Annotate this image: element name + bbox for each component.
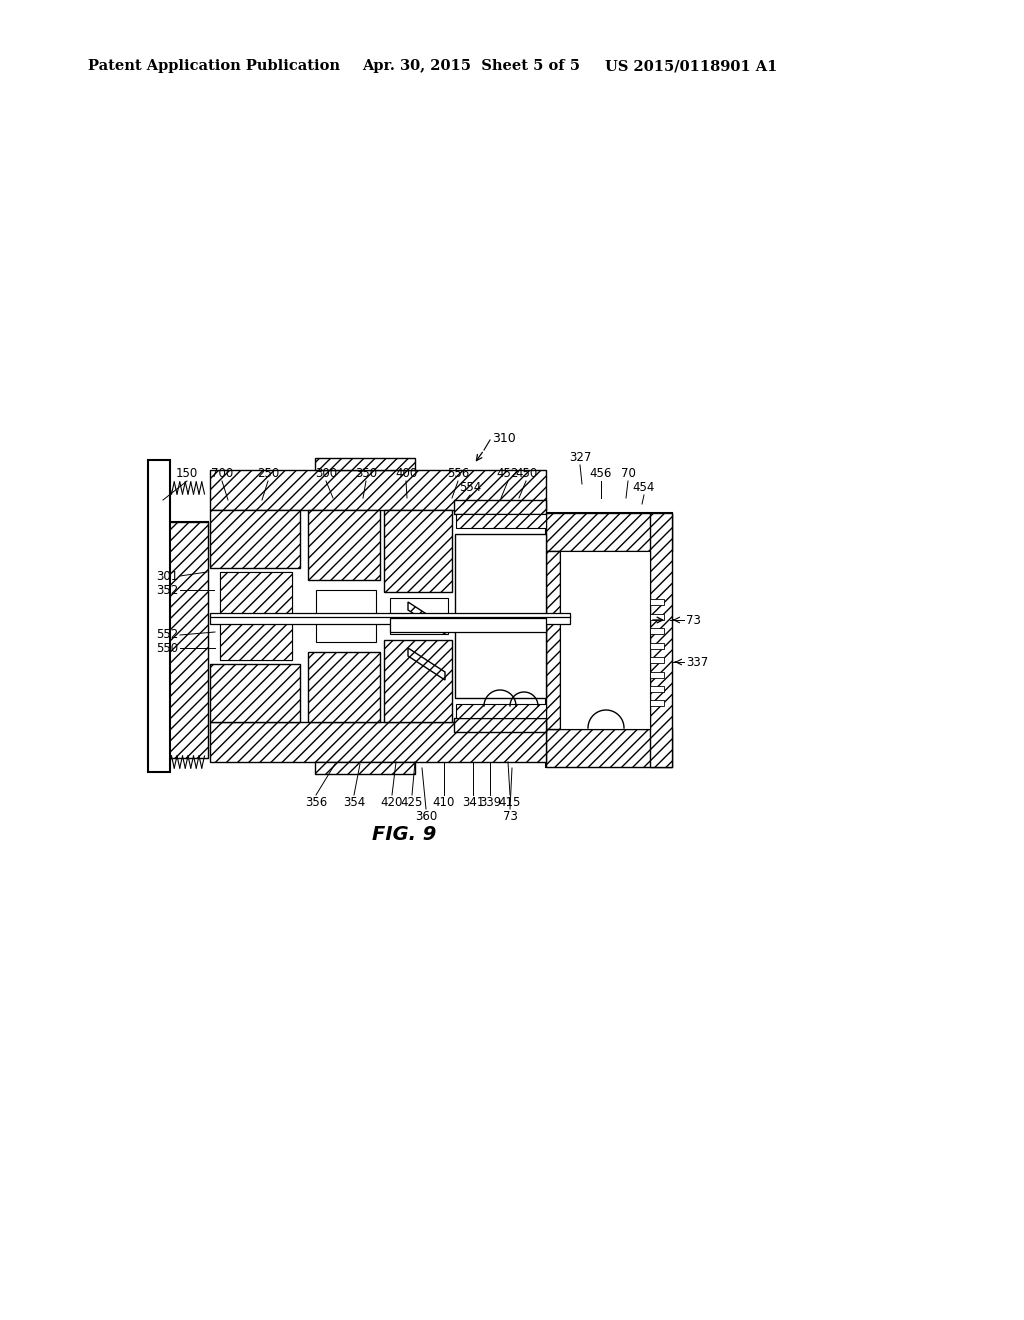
Bar [650, 700, 664, 706]
Text: 550: 550 [156, 642, 178, 655]
Bar [210, 616, 570, 624]
Text: 420: 420 [381, 796, 403, 809]
Text: 73: 73 [503, 810, 517, 822]
Bar [455, 535, 546, 698]
Bar [384, 640, 452, 722]
Bar [210, 510, 300, 568]
Text: 310: 310 [492, 432, 516, 445]
Bar [148, 521, 208, 758]
Bar [220, 620, 292, 660]
Text: 700: 700 [211, 467, 233, 480]
Bar [650, 599, 664, 605]
Text: 454: 454 [633, 480, 655, 494]
Text: FIG. 9: FIG. 9 [372, 825, 436, 843]
Bar [210, 612, 570, 616]
Text: Patent Application Publication: Patent Application Publication [88, 59, 340, 73]
Bar [148, 459, 170, 772]
Text: 339: 339 [479, 796, 501, 809]
Bar [308, 510, 380, 579]
Bar [454, 718, 546, 733]
Text: 327: 327 [568, 451, 591, 465]
Text: 70: 70 [621, 467, 636, 480]
Text: 450: 450 [515, 467, 538, 480]
Bar [210, 722, 546, 762]
Text: 452: 452 [497, 467, 519, 480]
Bar [454, 500, 546, 513]
Bar [390, 618, 546, 632]
Bar [390, 598, 449, 634]
Text: 552: 552 [156, 628, 178, 642]
Text: 410: 410 [433, 796, 456, 809]
Bar [220, 572, 292, 620]
Bar [456, 704, 546, 718]
Bar [650, 643, 664, 649]
Text: 301: 301 [156, 569, 178, 582]
Text: 400: 400 [395, 467, 417, 480]
Text: 150: 150 [176, 467, 198, 480]
Text: 456: 456 [590, 467, 612, 480]
Text: 354: 354 [343, 796, 366, 809]
Bar [650, 614, 664, 620]
Polygon shape [408, 648, 445, 680]
Bar [546, 513, 672, 767]
Text: 73: 73 [686, 614, 700, 627]
Text: 360: 360 [415, 810, 437, 822]
Text: 337: 337 [686, 656, 709, 668]
Text: 425: 425 [400, 796, 423, 809]
Text: 554: 554 [459, 480, 481, 494]
Bar [456, 513, 546, 528]
Bar [546, 513, 672, 550]
Bar [650, 513, 672, 767]
Text: 556: 556 [446, 467, 469, 480]
Text: 341: 341 [462, 796, 484, 809]
Bar [210, 470, 546, 510]
Text: 300: 300 [315, 467, 337, 480]
Polygon shape [408, 602, 445, 634]
Text: Apr. 30, 2015  Sheet 5 of 5: Apr. 30, 2015 Sheet 5 of 5 [362, 59, 580, 73]
Bar [560, 550, 650, 729]
Text: 350: 350 [355, 467, 377, 480]
Text: 250: 250 [257, 467, 280, 480]
Bar [316, 590, 376, 642]
Text: 352: 352 [156, 583, 178, 597]
Text: 415: 415 [499, 796, 521, 809]
Bar [650, 628, 664, 634]
Bar [148, 521, 208, 758]
Bar [546, 729, 672, 767]
Bar [210, 664, 300, 722]
Text: 356: 356 [305, 796, 327, 809]
Bar [220, 572, 292, 660]
Bar [308, 652, 380, 722]
Bar [650, 686, 664, 692]
Bar [315, 458, 415, 470]
Bar [315, 762, 415, 774]
Bar [384, 510, 452, 591]
Bar [650, 657, 664, 663]
Bar [650, 672, 664, 678]
Bar [546, 550, 560, 729]
Text: US 2015/0118901 A1: US 2015/0118901 A1 [605, 59, 777, 73]
